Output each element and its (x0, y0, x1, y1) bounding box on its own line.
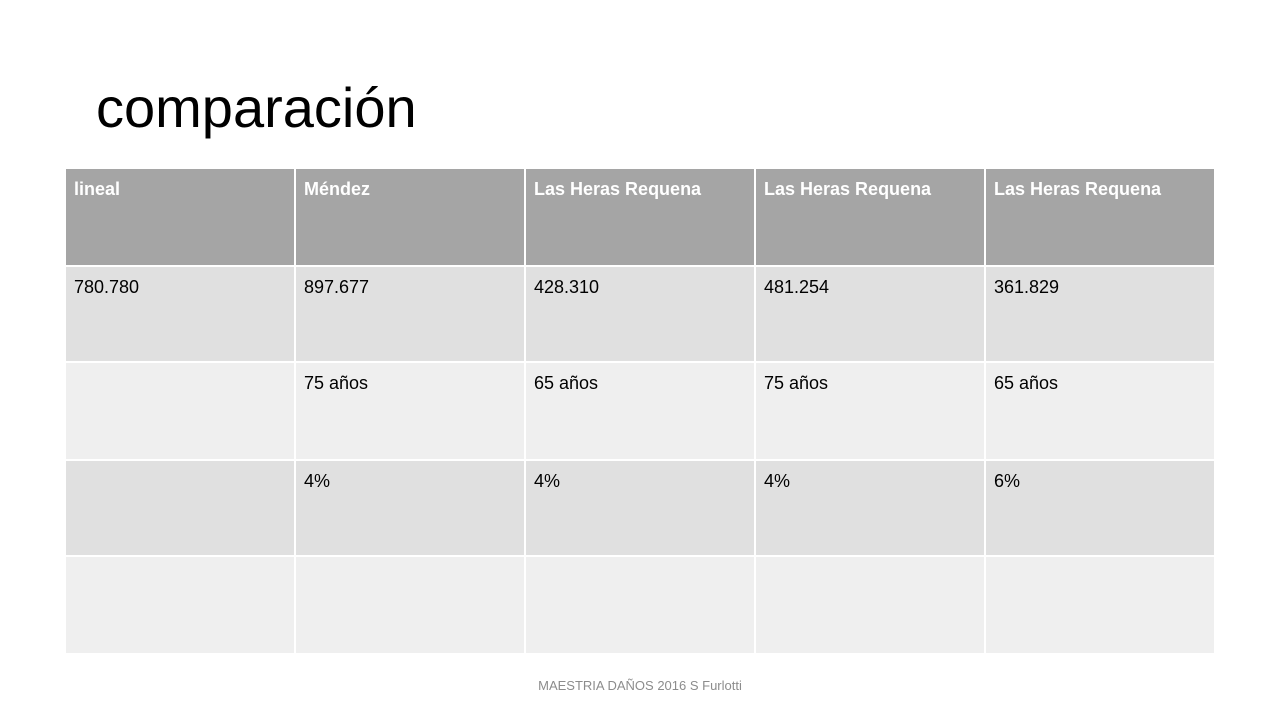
table-row: 75 años 65 años 75 años 65 años (64, 361, 1216, 461)
table-cell: 4% (754, 459, 986, 557)
table-cell (754, 555, 986, 655)
table-row (64, 555, 1216, 655)
table-cell: 361.829 (984, 265, 1216, 363)
table-row: 780.780 897.677 428.310 481.254 361.829 (64, 265, 1216, 363)
slide-footer: MAESTRIA DAÑOS 2016 S Furlotti (538, 678, 742, 693)
table-row: 4% 4% 4% 6% (64, 459, 1216, 557)
table-cell: 428.310 (524, 265, 756, 363)
table-cell (64, 361, 296, 461)
table-cell (524, 555, 756, 655)
table-cell (294, 555, 526, 655)
table-cell: 75 años (294, 361, 526, 461)
slide-title: comparación (96, 76, 417, 139)
comparison-table: lineal Méndez Las Heras Requena Las Hera… (64, 167, 1216, 655)
table-cell: 65 años (984, 361, 1216, 461)
header-cell: Las Heras Requena (984, 167, 1216, 267)
header-cell: lineal (64, 167, 296, 267)
table-cell: 780.780 (64, 265, 296, 363)
header-cell: Méndez (294, 167, 526, 267)
table-cell: 897.677 (294, 265, 526, 363)
table-cell: 75 años (754, 361, 986, 461)
table-cell: 481.254 (754, 265, 986, 363)
table-cell: 65 años (524, 361, 756, 461)
table-cell (64, 555, 296, 655)
header-cell: Las Heras Requena (754, 167, 986, 267)
table-cell: 6% (984, 459, 1216, 557)
table-cell: 4% (524, 459, 756, 557)
table-cell (64, 459, 296, 557)
table-cell: 4% (294, 459, 526, 557)
table-header-row: lineal Méndez Las Heras Requena Las Hera… (64, 167, 1216, 267)
table-cell (984, 555, 1216, 655)
header-cell: Las Heras Requena (524, 167, 756, 267)
